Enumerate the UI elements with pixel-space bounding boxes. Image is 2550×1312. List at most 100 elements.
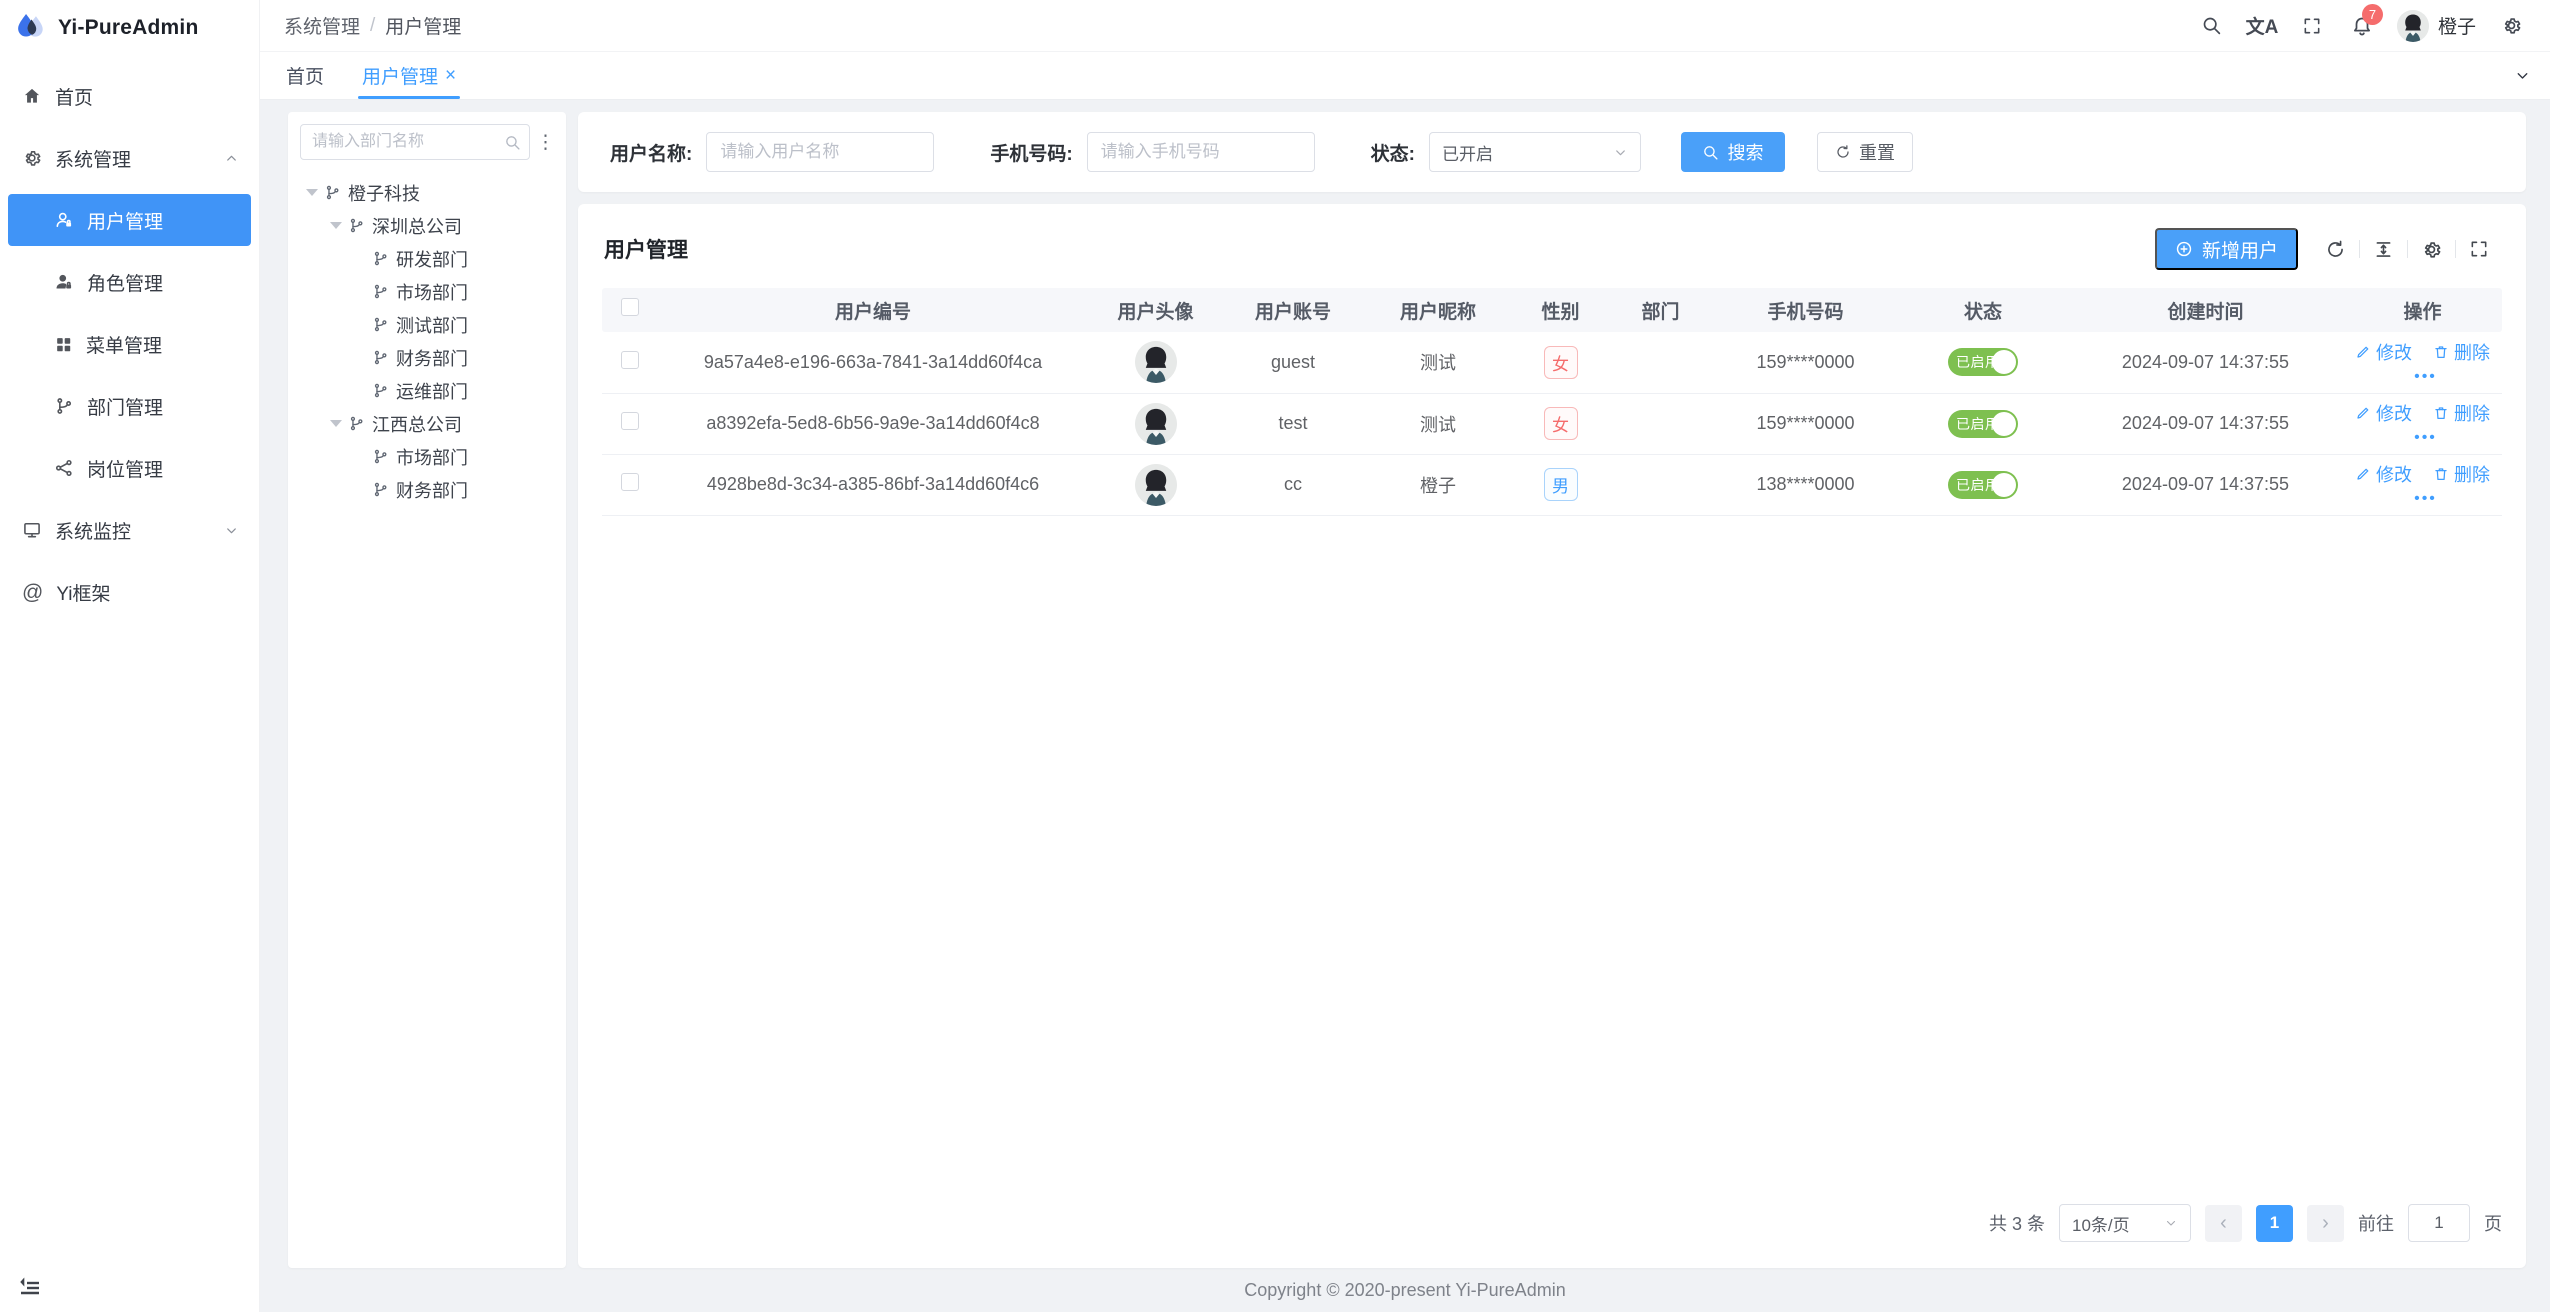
tab-bar: 首页 用户管理 × [260,52,2550,100]
sidebar-item-monitor[interactable]: 系统监控 [0,504,259,556]
sidebar-item-posts[interactable]: 岗位管理 [0,442,259,494]
user-avatar [1134,463,1177,506]
department-icon [372,382,389,399]
expand-arrow-icon[interactable] [324,214,348,238]
department-icon [372,316,389,333]
status-toggle[interactable]: 已启用 [1948,348,2018,377]
sidebar-item-label: 角色管理 [87,273,164,295]
delete-button[interactable]: 删除 [2433,339,2490,365]
tree-node[interactable]: 研发部门 [300,242,554,275]
nickname-cell: 测试 [1363,332,1513,394]
more-actions-icon[interactable]: ••• [2414,490,2437,507]
tree-node[interactable]: 市场部门 [300,440,554,473]
expand-arrow-icon[interactable] [324,412,348,436]
select-all-checkbox[interactable] [621,298,639,316]
search-icon[interactable] [2187,0,2237,52]
trash-icon [2435,346,2447,358]
sidebar-item-roles[interactable]: 角色管理 [0,256,259,308]
breadcrumb-item-current: 用户管理 [385,17,462,38]
tree-node[interactable]: 运维部门 [300,374,554,407]
density-icon[interactable] [2360,239,2407,260]
status-toggle[interactable]: 已启用 [1948,470,2018,499]
username-filter-input[interactable] [706,132,935,172]
column-header: 用户昵称 [1363,288,1513,332]
tab-actions-chevron-icon[interactable] [2494,52,2550,99]
tree-node-label: 测试部门 [396,315,468,336]
user-table-card: 用户管理 新增用户 [578,204,2526,1268]
search-button[interactable]: 搜索 [1680,132,1785,172]
more-vertical-icon[interactable]: ⋮ [536,131,556,153]
sidebar-item-system[interactable]: 系统管理 [0,132,259,184]
sidebar-item-departments[interactable]: 部门管理 [0,380,259,432]
refresh-icon[interactable] [2312,239,2359,260]
breadcrumb-separator: / [370,14,376,36]
row-checkbox[interactable] [621,350,639,369]
monitor-icon [22,520,42,540]
branch-icon [54,396,74,416]
tree-node[interactable]: 江西总公司 [300,407,554,440]
add-user-button[interactable]: 新增用户 [2154,228,2298,270]
row-checkbox[interactable] [621,412,639,430]
dept-cell [1608,454,1713,516]
prev-page-button[interactable]: ‹ [2205,1204,2242,1242]
grid-icon [54,335,73,354]
sidebar-item-label: Yi框架 [56,583,111,605]
tree-node[interactable]: 财务部门 [300,473,554,506]
translate-icon[interactable]: 文A [2245,17,2279,38]
plus-circle-icon [2175,240,2193,258]
expand-arrow-icon[interactable] [300,181,324,205]
department-search [300,124,530,160]
more-actions-icon[interactable]: ••• [2414,429,2437,446]
department-search-input[interactable] [301,125,529,159]
table-row: a8392efa-5ed8-6b56-9a9e-3a14dd60f4c8 tes… [602,393,2502,455]
tree-node[interactable]: 橙子科技 [300,176,554,209]
delete-button[interactable]: 删除 [2433,400,2490,426]
status-filter-value: 已开启 [1441,144,1493,164]
column-settings-gear-icon[interactable] [2408,239,2455,260]
close-icon[interactable]: × [445,65,457,86]
collapse-sidebar-icon[interactable] [18,1276,42,1300]
goto-page-input[interactable] [2408,1204,2470,1242]
tab-home[interactable]: 首页 [286,52,324,99]
edit-button[interactable]: 修改 [2355,400,2412,426]
sidebar-item-menus[interactable]: 菜单管理 [0,318,259,370]
status-filter-select[interactable]: 已开启 [1428,132,1641,172]
fullscreen-icon[interactable] [2456,239,2502,259]
role-icon [54,272,74,292]
bell-icon[interactable]: 7 [2337,0,2387,52]
current-page-button[interactable]: 1 [2256,1204,2293,1242]
edit-button[interactable]: 修改 [2355,461,2412,487]
tree-node-label: 深圳总公司 [372,216,462,237]
fullscreen-icon[interactable] [2287,0,2337,52]
sidebar-item-users[interactable]: 用户管理 [8,194,251,246]
reset-button[interactable]: 重置 [1816,132,1913,172]
account-cell: test [1223,393,1363,455]
logo-row[interactable]: Yi-PureAdmin [0,0,259,56]
department-icon [372,481,389,498]
sidebar-item-yi-framework[interactable]: @ Yi框架 [0,566,259,618]
username-label: 橙子 [2437,17,2476,38]
tree-node[interactable]: 深圳总公司 [300,209,554,242]
table-row: 4928be8d-3c34-a385-86bf-3a14dd60f4c6 cc … [602,454,2502,516]
user-menu[interactable]: 橙子 [2387,9,2486,42]
department-icon [372,448,389,465]
phone-filter-input[interactable] [1086,132,1315,172]
tree-node[interactable]: 市场部门 [300,275,554,308]
settings-gear-icon[interactable] [2486,0,2536,52]
breadcrumb-item[interactable]: 系统管理 [284,17,361,38]
gender-tag: 女 [1543,345,1578,379]
edit-button[interactable]: 修改 [2355,339,2412,365]
more-actions-icon[interactable]: ••• [2414,367,2437,385]
tree-node[interactable]: 测试部门 [300,308,554,341]
column-header: 手机号码 [1713,288,1898,332]
sidebar-item-home[interactable]: 首页 [0,70,259,122]
status-toggle[interactable]: 已启用 [1948,409,2018,438]
tab-user-management[interactable]: 用户管理 × [358,52,461,99]
row-checkbox[interactable] [621,473,639,491]
tree-node[interactable]: 财务部门 [300,341,554,374]
delete-button[interactable]: 删除 [2433,461,2490,487]
next-page-button[interactable]: › [2307,1204,2344,1242]
page-size-select[interactable]: 10条/页 [2059,1204,2191,1242]
logo-icon [13,10,49,46]
nickname-cell: 橙子 [1363,454,1513,516]
